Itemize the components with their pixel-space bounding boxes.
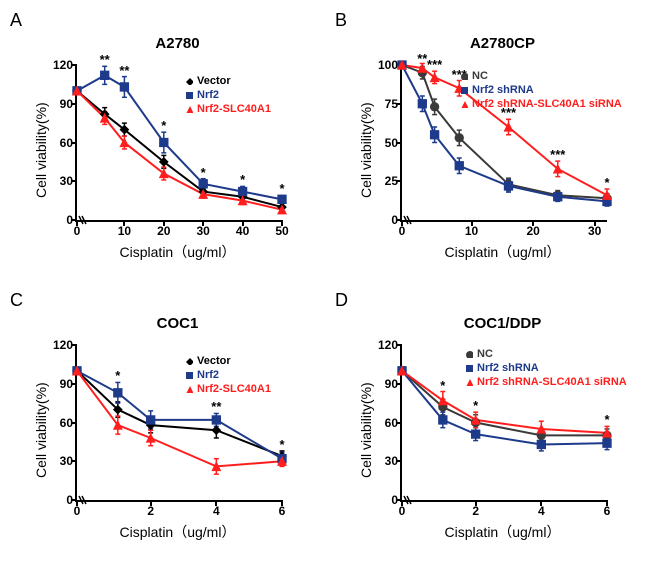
ytick-label: 0: [368, 493, 402, 507]
significance-marker: *: [473, 398, 478, 413]
legend-label: Nrf2: [197, 89, 219, 101]
legend-C: Vector Nrf2 Nrf2-SLC40A1: [185, 355, 271, 397]
legend-label: Nrf2 shRNA-SLC40A1 siRNA: [477, 376, 627, 388]
legend-label: NC: [477, 348, 493, 360]
chart-title-A: A2780: [75, 35, 280, 52]
legend-label: NC: [472, 70, 488, 82]
legend-item: Vector: [185, 355, 271, 367]
y-axis-label: Cell viability(%): [33, 102, 49, 198]
panel-label-D: D: [335, 290, 348, 311]
legend-item: Nrf2 shRNA-SLC40A1 siRNA: [460, 98, 622, 110]
y-axis-label: Cell viability(%): [358, 102, 374, 198]
legend-label: Nrf2 shRNA-SLC40A1 siRNA: [472, 98, 622, 110]
panel-label-C: C: [10, 290, 23, 311]
legend-label: Nrf2: [197, 369, 219, 381]
figure: AA2780030609012001020304050 ********Cell…: [0, 0, 650, 561]
significance-marker: ***: [427, 57, 442, 72]
significance-marker: *: [115, 368, 120, 383]
ytick-label: 0: [43, 493, 77, 507]
chart-title-B: A2780CP: [400, 35, 605, 52]
legend-item: Nrf2 shRNA: [465, 362, 627, 374]
significance-marker: *: [279, 181, 284, 196]
significance-marker: *: [604, 175, 609, 190]
legend-label: Nrf2 shRNA: [472, 84, 534, 96]
panel-label-B: B: [335, 10, 347, 31]
legend-item: Vector: [185, 75, 271, 87]
legend-D: NC Nrf2 shRNA Nrf2 shRNA-SLC40A1 siRNA: [465, 348, 627, 390]
ytick-label: 0: [368, 213, 402, 227]
legend-item: Nrf2 shRNA-SLC40A1 siRNA: [465, 376, 627, 388]
legend-B: NC Nrf2 shRNA Nrf2 shRNA-SLC40A1 siRNA: [460, 70, 622, 112]
legend-item: Nrf2-SLC40A1: [185, 383, 271, 395]
ytick-label: 120: [43, 338, 77, 352]
chart-title-D: COC1/DDP: [400, 315, 605, 332]
significance-marker: *: [604, 412, 609, 427]
significance-marker: *: [279, 437, 284, 452]
legend-label: Vector: [197, 75, 231, 87]
legend-item: Nrf2: [185, 89, 271, 101]
ytick-label: 100: [368, 58, 402, 72]
ytick-label: 0: [43, 213, 77, 227]
significance-marker: *: [161, 118, 166, 133]
legend-label: Nrf2-SLC40A1: [197, 383, 271, 395]
significance-marker: **: [100, 52, 110, 67]
x-axis-label: Cisplatin（ug/ml）: [400, 522, 605, 542]
legend-item: Nrf2-SLC40A1: [185, 103, 271, 115]
legend-A: Vector Nrf2 Nrf2-SLC40A1: [185, 75, 271, 117]
panel-label-A: A: [10, 10, 22, 31]
significance-marker: *: [240, 172, 245, 187]
legend-item: Nrf2 shRNA: [460, 84, 622, 96]
significance-marker: **: [211, 399, 221, 414]
x-axis-label: Cisplatin（ug/ml）: [75, 522, 280, 542]
ytick-label: 120: [368, 338, 402, 352]
significance-marker: *: [201, 165, 206, 180]
legend-item: NC: [460, 70, 622, 82]
significance-marker: **: [417, 51, 427, 66]
legend-item: NC: [465, 348, 627, 360]
x-axis-label: Cisplatin（ug/ml）: [75, 242, 280, 262]
x-axis-label: Cisplatin（ug/ml）: [400, 242, 605, 262]
significance-marker: *: [440, 378, 445, 393]
y-axis-label: Cell viability(%): [33, 382, 49, 478]
legend-label: Nrf2 shRNA: [477, 362, 539, 374]
legend-label: Vector: [197, 355, 231, 367]
legend-label: Nrf2-SLC40A1: [197, 103, 271, 115]
significance-marker: **: [119, 63, 129, 78]
ytick-label: 120: [43, 58, 77, 72]
legend-item: Nrf2: [185, 369, 271, 381]
y-axis-label: Cell viability(%): [358, 382, 374, 478]
chart-title-C: COC1: [75, 315, 280, 332]
significance-marker: ***: [550, 147, 565, 162]
